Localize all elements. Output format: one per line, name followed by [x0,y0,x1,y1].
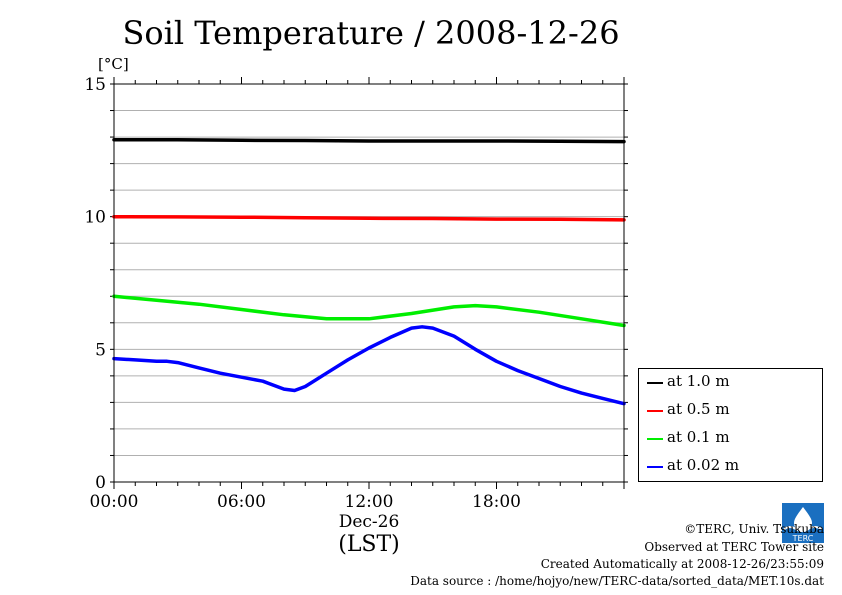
x-tick-label: 12:00 [345,492,394,512]
date-label: Dec-26 [339,512,400,532]
series-line [112,137,626,144]
y-tick-label: 5 [95,340,106,360]
grid-lines [114,110,624,456]
x-tick-label: 06:00 [217,492,266,512]
legend-label: at 0.1 m [667,428,730,446]
legend-swatch [647,410,663,412]
series-lines [112,137,626,406]
y-tick-label: 0 [95,473,106,493]
legend-label: at 0.02 m [667,456,740,474]
series-line [112,214,626,222]
x-tick-label: 18:00 [472,492,521,512]
plot-frame [113,83,625,483]
x-axis-label: (LST) [338,532,400,557]
credit-observed: Observed at TERC Tower site [644,540,824,554]
terc-logo-icon: TERC [782,503,824,543]
chart-title: Soil Temperature / 2008-12-26 [122,14,620,52]
y-tick-label: 15 [84,75,106,95]
y-tick-label: 10 [84,208,106,228]
axis-ticks: 0 5 10 15 00:00 06:00 12:00 18:00 [84,75,628,512]
legend-label: at 1.0 m [667,372,730,390]
legend-swatch [647,466,663,468]
series-line [112,294,626,328]
y-axis-label: [°C] [98,55,129,73]
credit-source: Data source : /home/hojyo/new/TERC-data/… [410,574,824,588]
svg-text:TERC: TERC [792,534,814,543]
legend-swatch [647,382,663,384]
legend-label: at 0.5 m [667,400,730,418]
legend-swatch [647,438,663,440]
series-line [112,325,626,406]
legend: at 1.0 m at 0.5 m at 0.1 m at 0.02 m [638,368,823,482]
credit-copyright: ©TERC, Univ. Tsukuba [684,522,824,536]
credit-created: Created Automatically at 2008-12-26/23:5… [540,557,824,571]
x-tick-label: 00:00 [90,492,139,512]
